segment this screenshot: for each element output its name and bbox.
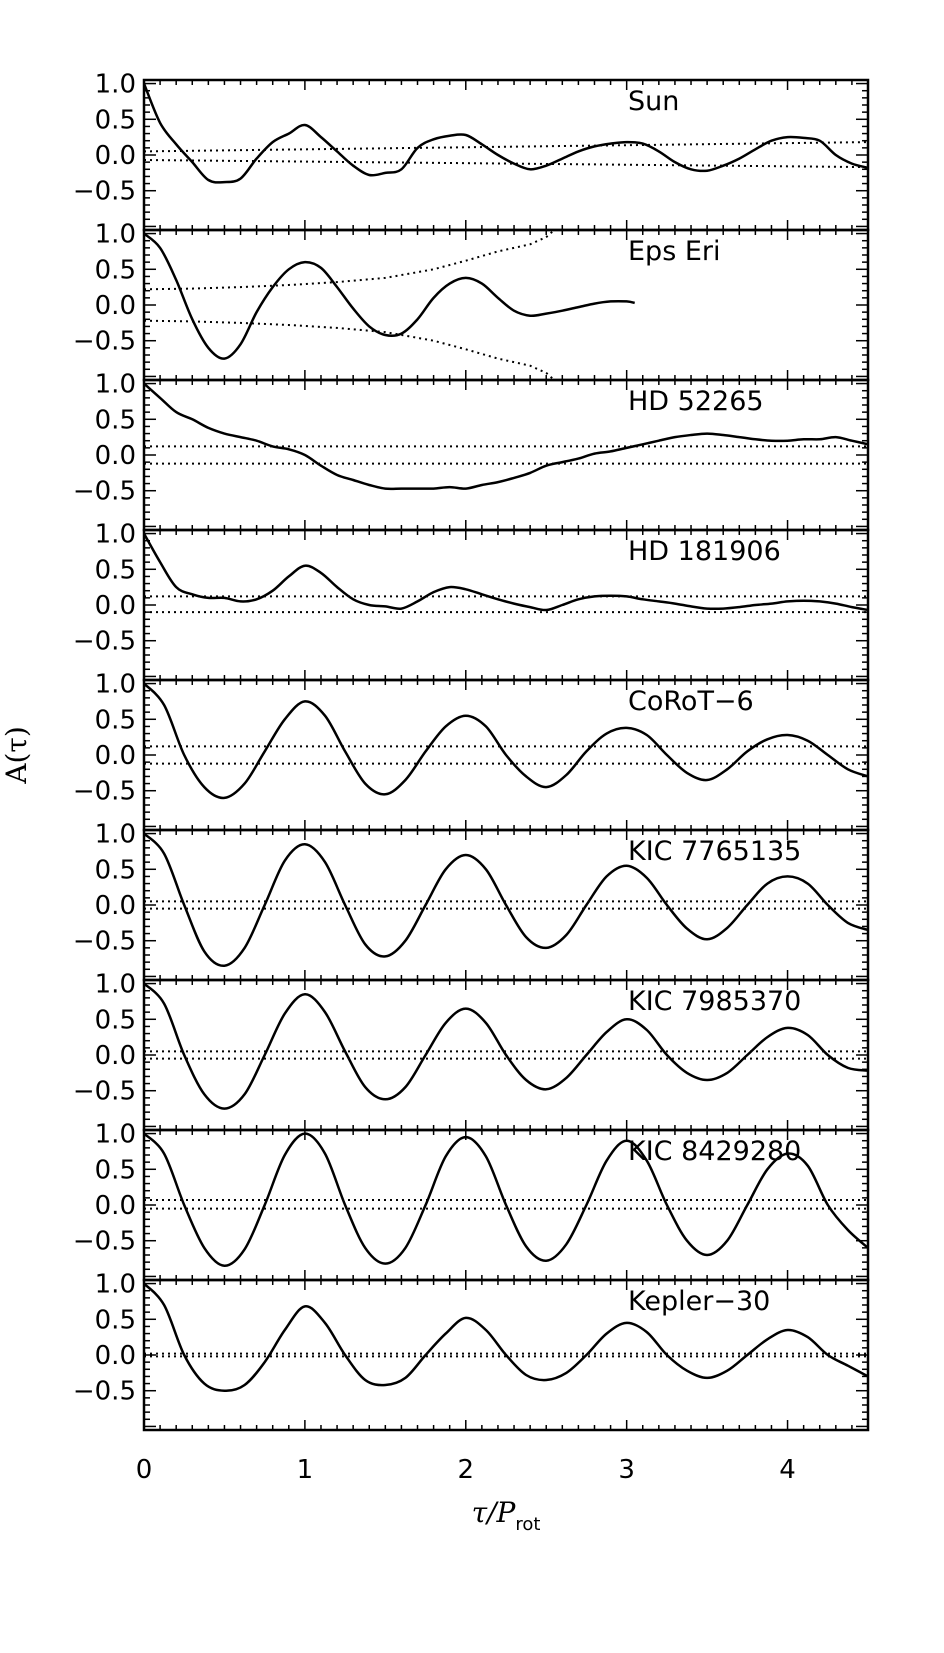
y-tick-label: 0.0 <box>95 441 136 471</box>
significance-lower <box>144 319 555 380</box>
panel-3: 1.0 0.5 0.0 −0.5 HD 52265 <box>73 370 870 532</box>
y-tick-label: 0.5 <box>95 1155 136 1185</box>
x-tick-label: 2 <box>458 1455 475 1485</box>
y-tick-label: 1.0 <box>95 820 136 850</box>
panel-label: Kepler−30 <box>628 1286 770 1317</box>
y-tick-label: 0.5 <box>95 1305 136 1335</box>
autocorrelation-curve <box>144 682 868 800</box>
panel-label: Eps Eri <box>628 236 721 267</box>
y-tick-label: −0.5 <box>73 1227 136 1257</box>
significance-lower <box>144 159 868 169</box>
y-tick-label: −0.5 <box>73 177 136 207</box>
y-tick-label: −0.5 <box>73 327 136 357</box>
y-tick-label: 0.0 <box>95 141 136 171</box>
y-tick-label: −0.5 <box>73 1077 136 1107</box>
y-tick-label: 0.0 <box>95 891 136 921</box>
y-tick-label: 0.0 <box>95 1191 136 1221</box>
y-tick-label: 0.5 <box>95 255 136 285</box>
y-tick-label: 0.0 <box>95 1341 136 1371</box>
y-tick-label: 0.5 <box>95 105 136 135</box>
y-tick-label: 0.0 <box>95 291 136 321</box>
autocorrelation-curve <box>144 532 868 612</box>
y-tick-label: −0.5 <box>73 627 136 657</box>
x-axis-title: τ/Prot <box>472 1496 541 1535</box>
autocorrelation-curve <box>144 1132 868 1267</box>
panel-2: 1.0 0.5 0.0 −0.5 Eps Eri <box>73 220 870 382</box>
autocorrelation-curve <box>144 232 635 360</box>
y-tick-label: −0.5 <box>73 927 136 957</box>
x-tick-label: 4 <box>779 1455 796 1485</box>
y-tick-label: 0.5 <box>95 705 136 735</box>
panel-label: KIC 7985370 <box>628 986 801 1017</box>
autocorrelation-curve <box>144 1282 868 1392</box>
y-tick-label: 1.0 <box>95 520 136 550</box>
y-tick-label: 0.5 <box>95 855 136 885</box>
y-tick-label: 0.5 <box>95 555 136 585</box>
x-tick-label: 3 <box>618 1455 635 1485</box>
autocorrelation-curve <box>144 982 868 1110</box>
panel-6: 1.0 0.5 0.0 −0.5 KIC 7765135 <box>73 820 870 982</box>
panel-7: 1.0 0.5 0.0 −0.5 KIC 7985370 <box>73 970 870 1132</box>
panel-4: 1.0 0.5 0.0 −0.5 HD 181906 <box>73 520 870 682</box>
panel-label: HD 52265 <box>628 386 764 417</box>
x-axis-title-subscript: rot <box>515 1514 540 1535</box>
autocorrelation-curve <box>144 382 868 491</box>
y-tick-label: 1.0 <box>95 1270 136 1300</box>
autocorrelation-curve <box>144 832 868 967</box>
y-tick-label: 0.5 <box>95 1005 136 1035</box>
panel-label: KIC 8429280 <box>628 1136 801 1167</box>
y-tick-label: 1.0 <box>95 1120 136 1150</box>
y-tick-label: 1.0 <box>95 670 136 700</box>
y-tick-label: 1.0 <box>95 970 136 1000</box>
panel-label: KIC 7765135 <box>628 836 801 867</box>
y-tick-label: −0.5 <box>73 777 136 807</box>
panels-group: 1.0 0.5 0.0 −0.5 Sun 1.0 0.5 0.0 −0.5 Eps Eri 1.0 0… <box>73 70 870 1432</box>
autocorrelation-curve <box>144 83 868 184</box>
y-tick-label: 0.0 <box>95 1041 136 1071</box>
panel-9: 1.0 0.5 0.0 −0.5 Kepler−30 <box>73 1270 870 1432</box>
x-axis: 0 1 2 3 4 <box>136 1455 796 1485</box>
y-tick-label: 0.0 <box>95 591 136 621</box>
y-tick-label: −0.5 <box>73 1377 136 1407</box>
y-tick-label: 1.0 <box>95 370 136 400</box>
x-tick-label: 0 <box>136 1455 153 1485</box>
y-tick-label: 0.5 <box>95 405 136 435</box>
y-tick-label: −0.5 <box>73 477 136 507</box>
significance-upper <box>144 230 555 291</box>
panel-label: HD 181906 <box>628 536 781 567</box>
x-tick-label: 1 <box>297 1455 314 1485</box>
y-tick-label: 0.0 <box>95 741 136 771</box>
panel-1: 1.0 0.5 0.0 −0.5 Sun <box>73 70 870 232</box>
y-axis-title: A(τ) <box>0 726 33 785</box>
y-tick-label: 1.0 <box>95 70 136 100</box>
panel-8: 1.0 0.5 0.0 −0.5 KIC 8429280 <box>73 1120 870 1282</box>
panel-5: 1.0 0.5 0.0 −0.5 CoRoT−6 <box>73 670 870 832</box>
x-axis-title-main: τ/P <box>472 1496 517 1529</box>
panel-label: CoRoT−6 <box>628 686 754 717</box>
y-tick-label: 1.0 <box>95 220 136 250</box>
panel-frame <box>142 78 870 232</box>
panel-label: Sun <box>628 86 679 117</box>
